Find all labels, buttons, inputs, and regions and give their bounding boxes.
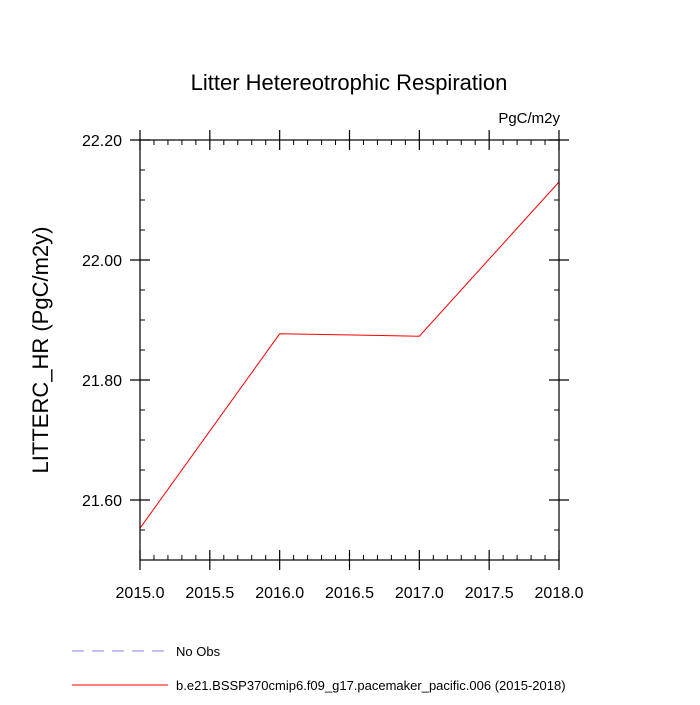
- x-tick-label: 2017.0: [395, 585, 444, 602]
- y-tick-label: 21.80: [82, 373, 122, 390]
- tick-labels: 21.60 21.80 22.00 22.20 2015.0 2015.5 2016.0 20…: [82, 133, 584, 602]
- legend-label: b.e21.BSSP370cmip6.f09_g17.pacemaker_pac…: [176, 678, 566, 693]
- series-line: [139, 181, 560, 529]
- y-axis-label: LITTERC_HR (PgC/m2y): [28, 227, 53, 474]
- axis-ticks: [130, 130, 569, 570]
- x-tick-label: 2015.5: [185, 585, 234, 602]
- units-label: PgC/m2y: [498, 110, 560, 127]
- legend: No Obs b.e21.BSSP370cmip6.f09_g17.pacemak…: [72, 644, 566, 693]
- x-tick-label: 2018.0: [535, 585, 584, 602]
- x-tick-label: 2016.0: [255, 585, 304, 602]
- x-tick-label: 2015.0: [116, 585, 165, 602]
- y-tick-label: 22.20: [82, 133, 122, 150]
- legend-label: No Obs: [176, 644, 221, 659]
- x-tick-label: 2016.5: [325, 585, 374, 602]
- series-lines: [139, 181, 560, 529]
- y-tick-label: 22.00: [82, 253, 122, 270]
- x-tick-label: 2017.5: [465, 585, 514, 602]
- chart-title: Litter Hetereotrophic Respiration: [191, 70, 508, 95]
- y-tick-label: 21.60: [82, 493, 122, 510]
- plot-frame: [139, 139, 560, 561]
